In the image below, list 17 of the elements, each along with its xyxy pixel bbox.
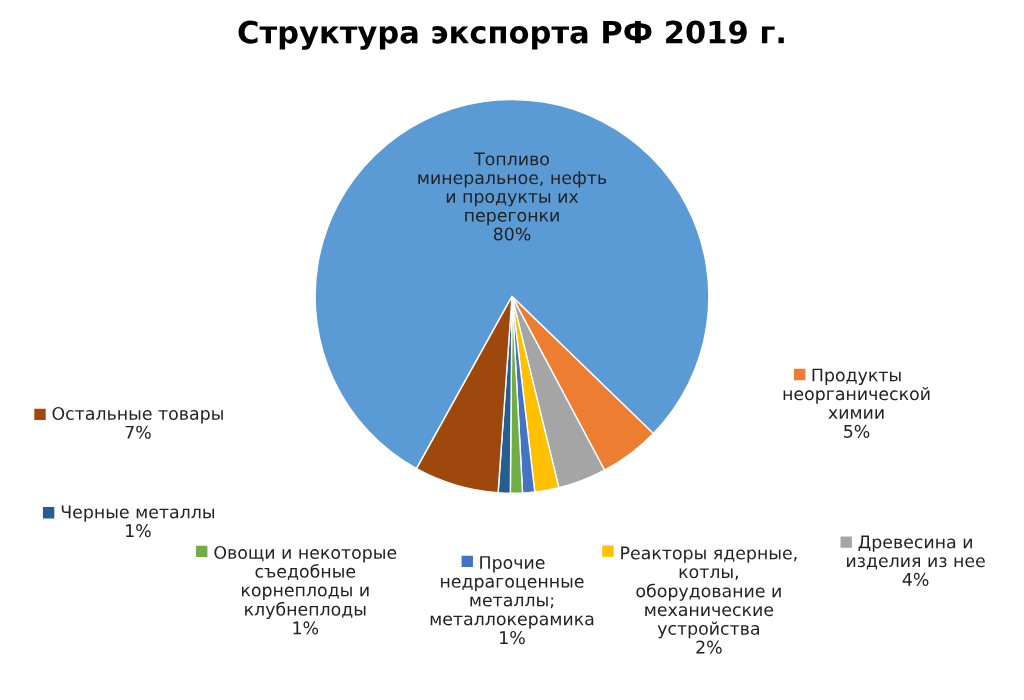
legend-label: Продукты неорганической химии <box>783 368 930 419</box>
legend-label: Овощи и некоторые съедобные корнеплоды и клубнеплоды <box>214 545 397 620</box>
legend-label: Прочие недрагоценные металлы; металлокерамика <box>430 556 594 629</box>
slice-label: Топливо минеральное, нефть и продукты их перегонки <box>418 152 607 226</box>
data-label: 1% <box>500 631 525 645</box>
data-label: 5% <box>844 424 870 438</box>
legend-label: Древесина и изделия из нее <box>847 535 985 570</box>
data-label: 4% <box>902 572 929 587</box>
legend-label: Остальные товары <box>52 406 223 424</box>
data-label: 80% <box>493 227 531 241</box>
data-label: 1% <box>126 524 151 538</box>
chart-title: Структура экспорта РФ 2019 г. <box>238 20 784 50</box>
data-label: 7% <box>125 425 151 439</box>
legend-label: Черные металлы <box>61 505 215 522</box>
data-label: 2% <box>696 640 722 654</box>
legend-label: Реакторы ядерные, котлы, оборудование и механические устройства <box>621 546 797 639</box>
data-label: 1% <box>293 621 319 635</box>
